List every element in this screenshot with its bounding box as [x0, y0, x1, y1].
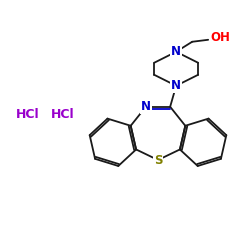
Text: S: S — [154, 154, 162, 166]
Text: HCl: HCl — [16, 108, 40, 122]
Text: N: N — [141, 100, 151, 113]
Text: N: N — [171, 45, 181, 58]
Text: OH: OH — [210, 31, 230, 44]
Text: N: N — [171, 79, 181, 92]
Text: HCl: HCl — [51, 108, 75, 122]
